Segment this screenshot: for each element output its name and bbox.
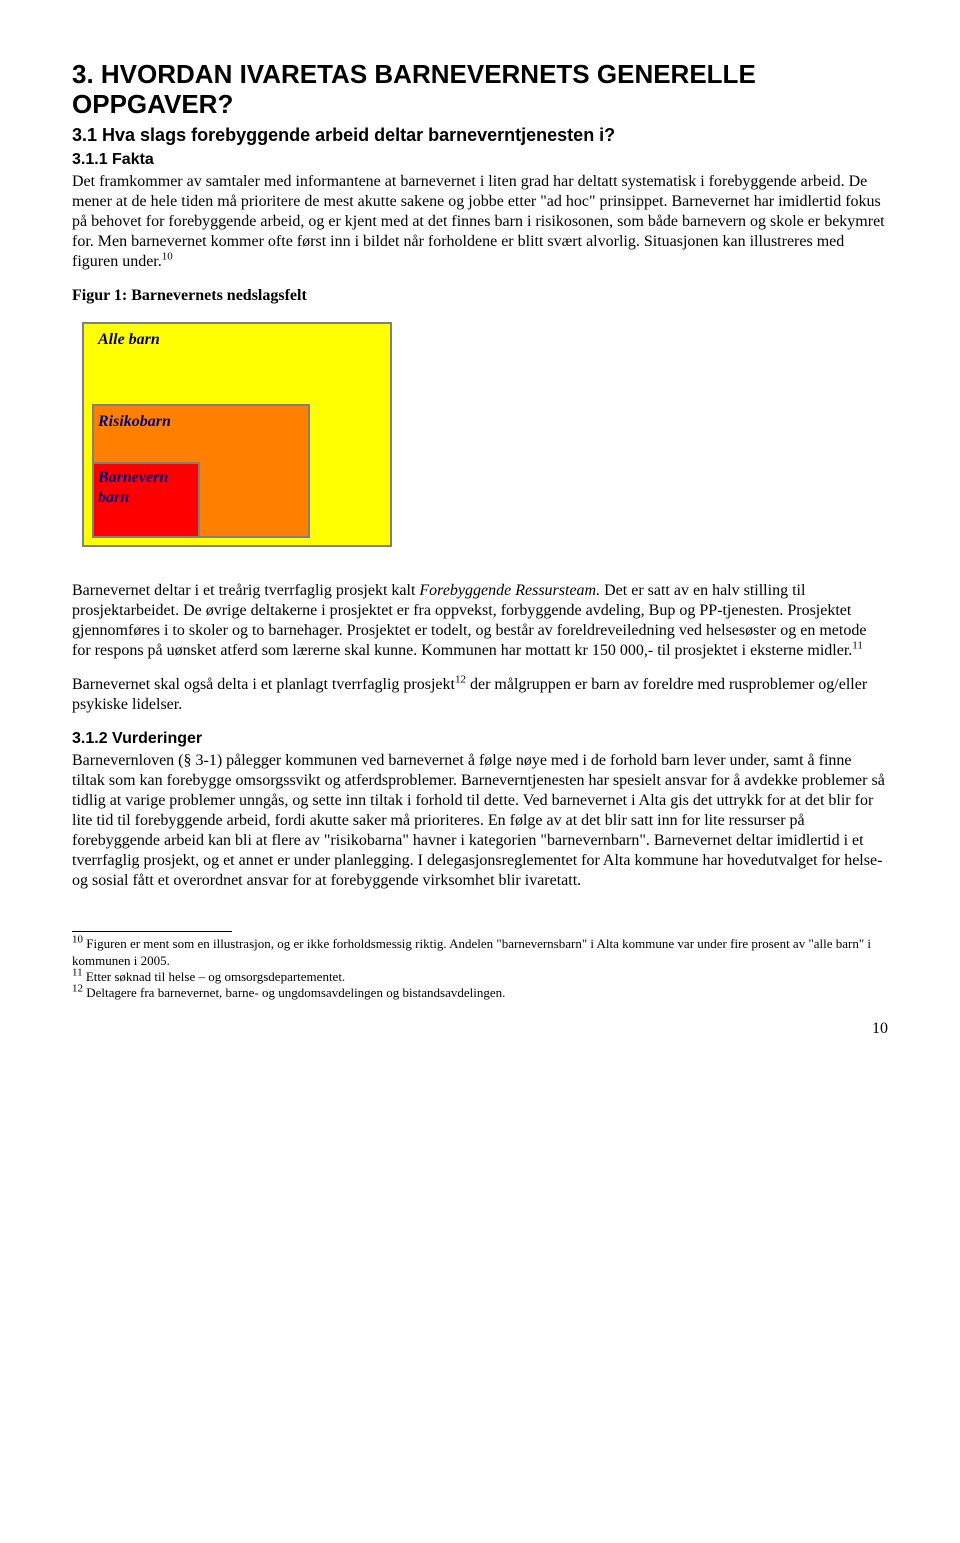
footnote-11: 11 Etter søknad til helse – og omsorgsde… (72, 969, 888, 985)
para-after-chart-1a: Barnevernet deltar i et treårig tverrfag… (72, 582, 419, 599)
footnote-12-text: Deltagere fra barnevernet, barne- og ung… (83, 985, 505, 1000)
chart-label-barnevern_label1: Barnevern (98, 468, 168, 488)
page-number: 10 (72, 1019, 888, 1039)
footnote-ref-10: 10 (162, 251, 173, 263)
para-after-chart-1: Barnevernet deltar i et treårig tverrfag… (72, 581, 888, 661)
footnote-rule (72, 931, 232, 932)
chart-canvas: Alle barn Risikobarn Barnevernbarn (72, 312, 402, 557)
footnote-11-num: 11 (72, 966, 83, 978)
figure-1-label: Figur 1: Barnevernets nedslagsfelt (72, 286, 888, 306)
para-3-1-1-text: Det framkommer av samtaler med informant… (72, 173, 885, 270)
footnote-10: 10 Figuren er ment som en illustrasjon, … (72, 936, 888, 969)
section-3-1-heading: 3.1 Hva slags forebyggende arbeid deltar… (72, 124, 888, 147)
chart-label-barnevern_label2: barn (98, 488, 129, 508)
para-after-chart-2a: Barnevernet skal også delta i et planlag… (72, 676, 455, 693)
para-3-1-1: Det framkommer av samtaler med informant… (72, 172, 888, 272)
footnote-10-text: Figuren er ment som en illustrasjon, og … (72, 936, 871, 967)
para-after-chart-1-em: Forebyggende Ressursteam. (419, 582, 604, 599)
footnote-11-text: Etter søknad til helse – og omsorgsdepar… (83, 969, 346, 984)
footnote-10-num: 10 (72, 934, 83, 946)
figure-1-chart: Alle barn Risikobarn Barnevernbarn (72, 312, 888, 557)
chart-label-alle_label: Alle barn (98, 330, 160, 350)
footnote-ref-11: 11 (852, 640, 863, 652)
para-after-chart-2: Barnevernet skal også delta i et planlag… (72, 675, 888, 715)
section-3-1-2-heading: 3.1.2 Vurderinger (72, 729, 888, 749)
chart-label-risiko_label: Risikobarn (98, 412, 171, 432)
page-heading: 3. HVORDAN IVARETAS BARNEVERNETS GENEREL… (72, 60, 888, 120)
footnote-12-num: 12 (72, 983, 83, 995)
para-3-1-2: Barnevernloven (§ 3-1) pålegger kommunen… (72, 751, 888, 891)
footnote-12: 12 Deltagere fra barnevernet, barne- og … (72, 985, 888, 1001)
footnote-ref-12: 12 (455, 674, 466, 686)
section-3-1-1-heading: 3.1.1 Fakta (72, 150, 888, 170)
